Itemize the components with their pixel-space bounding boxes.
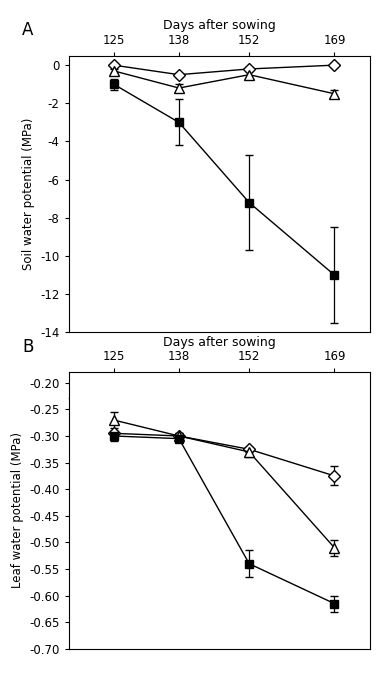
Text: B: B: [22, 338, 33, 356]
Text: A: A: [22, 21, 33, 39]
X-axis label: Days after sowing: Days after sowing: [163, 19, 275, 33]
X-axis label: Days after sowing: Days after sowing: [163, 336, 275, 349]
Legend: Control, Moderate stress, Severe stress: Control, Moderate stress, Severe stress: [69, 394, 369, 404]
Y-axis label: Soil water potential (MPa): Soil water potential (MPa): [22, 117, 35, 270]
Y-axis label: Leaf water potential (MPa): Leaf water potential (MPa): [11, 432, 24, 589]
